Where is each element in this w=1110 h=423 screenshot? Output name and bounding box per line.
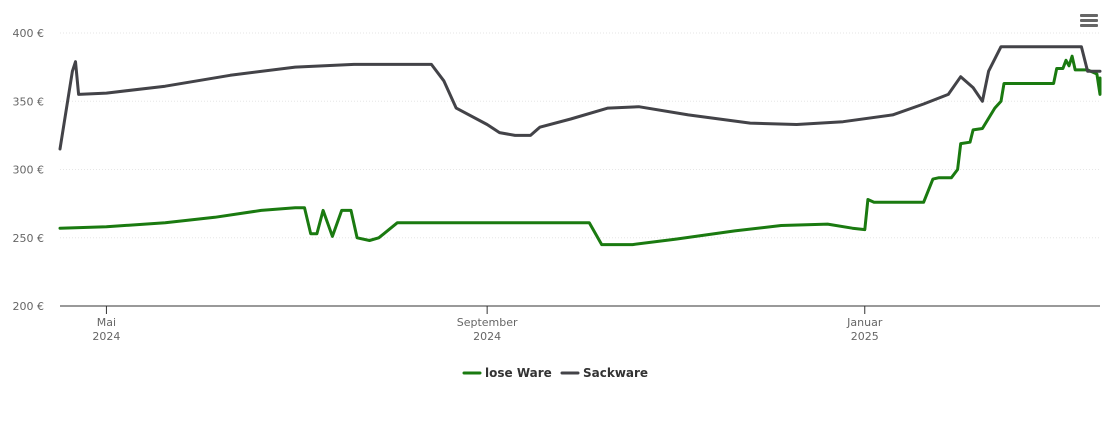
legend-item-sackware[interactable]: Sackware	[560, 366, 648, 380]
series-line-lose-ware[interactable]	[58, 54, 1102, 247]
legend[interactable]: lose Ware Sackware	[462, 366, 648, 380]
y-tick-label: 200 €	[13, 300, 45, 313]
y-axis-ticks: 400 € 350 € 300 € 250 € 200 €	[13, 27, 45, 313]
menu-bar	[1080, 24, 1098, 27]
menu-bar	[1080, 19, 1098, 22]
menu-bar	[1080, 14, 1098, 17]
legend-label: Sackware	[583, 366, 648, 380]
y-tick-label: 400 €	[13, 27, 45, 40]
x-tick-month: September	[457, 316, 518, 329]
x-tick-year: 2024	[473, 330, 501, 343]
x-tick-month: Mai	[97, 316, 116, 329]
grid-lines	[60, 32, 1100, 239]
y-tick-label: 300 €	[13, 164, 45, 177]
x-tick-year: 2024	[92, 330, 120, 343]
legend-item-lose-ware[interactable]: lose Ware	[462, 366, 552, 380]
series-lines	[58, 45, 1102, 247]
y-tick-label: 250 €	[13, 232, 45, 245]
legend-label: lose Ware	[485, 366, 552, 380]
hamburger-menu-icon[interactable]	[1078, 12, 1100, 32]
series-line-sackware[interactable]	[58, 45, 1102, 151]
y-tick-label: 350 €	[13, 95, 45, 108]
x-tick-year: 2025	[851, 330, 879, 343]
x-tick-month: Januar	[846, 316, 883, 329]
